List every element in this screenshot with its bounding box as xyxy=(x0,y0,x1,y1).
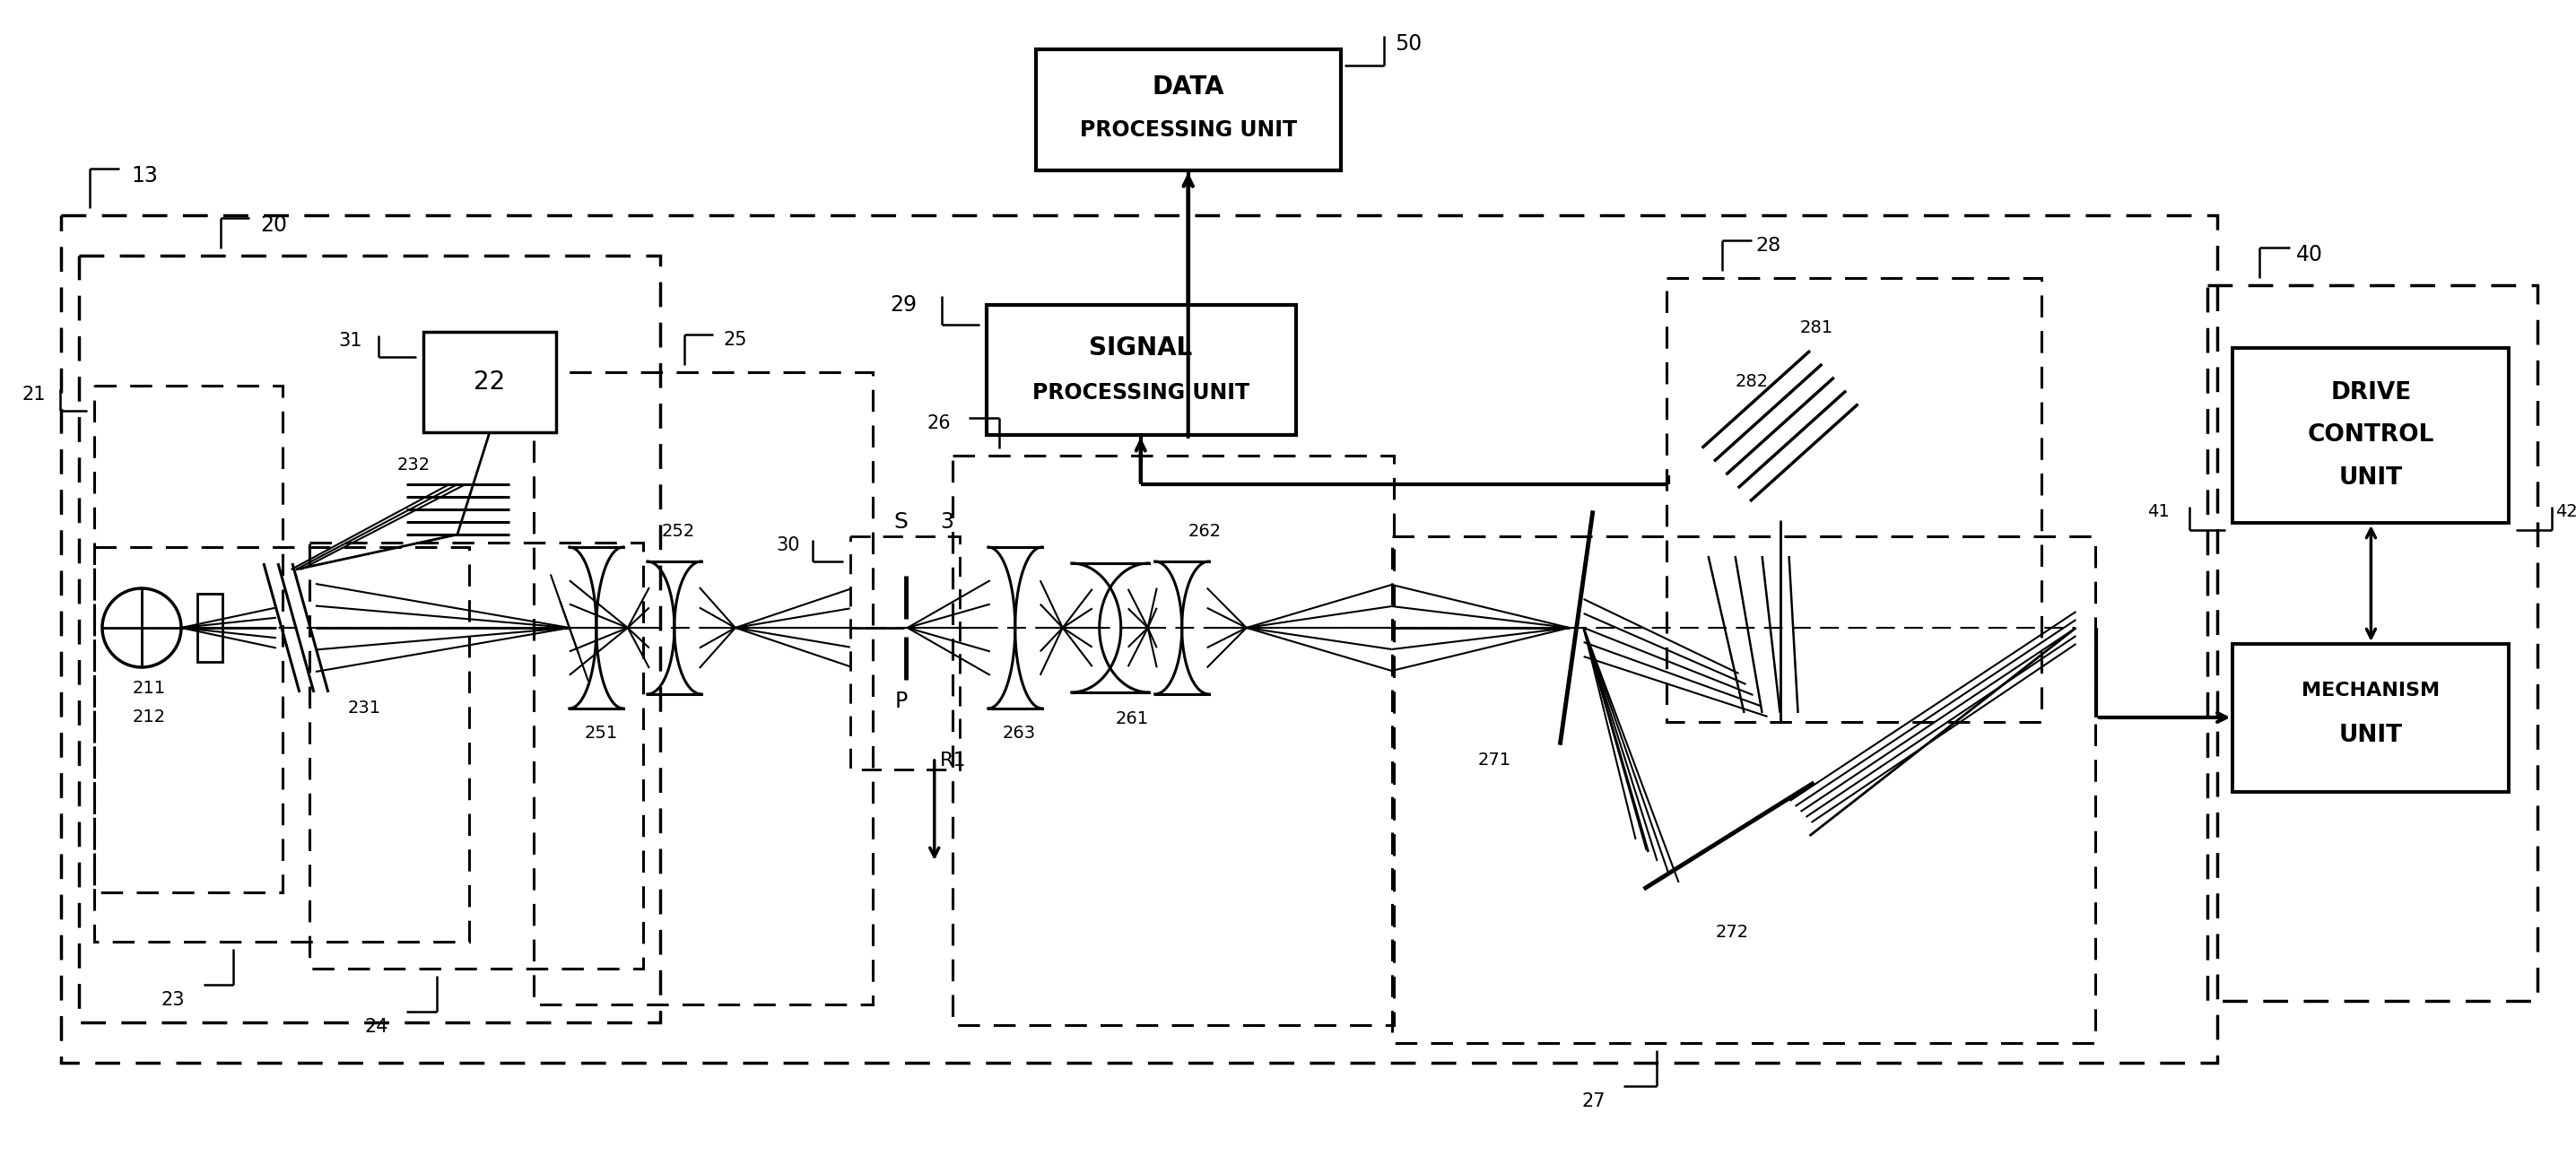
Text: 30: 30 xyxy=(775,536,801,555)
Text: 252: 252 xyxy=(662,522,696,539)
Text: 231: 231 xyxy=(348,700,381,716)
Text: 271: 271 xyxy=(1479,751,1512,769)
Text: 42: 42 xyxy=(2555,503,2576,521)
Text: UNIT: UNIT xyxy=(2339,723,2403,747)
Text: 31: 31 xyxy=(337,332,361,350)
Text: 22: 22 xyxy=(474,369,505,395)
Text: 211: 211 xyxy=(134,680,165,698)
Text: PROCESSING UNIT: PROCESSING UNIT xyxy=(1079,119,1296,141)
Polygon shape xyxy=(2233,644,2509,792)
Text: 263: 263 xyxy=(1002,725,1036,742)
Text: 282: 282 xyxy=(1736,373,1770,390)
Polygon shape xyxy=(2233,348,2509,523)
Text: 50: 50 xyxy=(1394,34,1422,55)
Text: DRIVE: DRIVE xyxy=(2331,381,2411,404)
Text: 28: 28 xyxy=(1757,236,1780,255)
Text: 281: 281 xyxy=(1801,319,1834,336)
Text: MECHANISM: MECHANISM xyxy=(2303,682,2439,699)
Polygon shape xyxy=(198,594,222,662)
Text: 21: 21 xyxy=(23,386,46,403)
Polygon shape xyxy=(1036,49,1340,170)
Text: 251: 251 xyxy=(585,725,618,742)
Text: 26: 26 xyxy=(927,415,951,432)
Text: SIGNAL: SIGNAL xyxy=(1090,336,1193,361)
Text: PROCESSING UNIT: PROCESSING UNIT xyxy=(1033,382,1249,403)
Text: 13: 13 xyxy=(131,165,157,186)
Text: 24: 24 xyxy=(366,1018,389,1036)
Text: 23: 23 xyxy=(162,991,185,1009)
Text: 261: 261 xyxy=(1115,711,1149,728)
Text: 3: 3 xyxy=(940,511,953,532)
Polygon shape xyxy=(422,332,556,432)
Text: 41: 41 xyxy=(2148,503,2169,521)
Text: 212: 212 xyxy=(134,709,165,726)
Text: UNIT: UNIT xyxy=(2339,466,2403,489)
Text: 232: 232 xyxy=(397,456,430,473)
Text: R1: R1 xyxy=(940,751,966,769)
Text: 20: 20 xyxy=(260,214,286,236)
Text: 272: 272 xyxy=(1716,924,1749,941)
Text: 262: 262 xyxy=(1188,522,1221,539)
Text: 40: 40 xyxy=(2295,243,2324,266)
Text: CONTROL: CONTROL xyxy=(2308,423,2434,446)
Text: 29: 29 xyxy=(889,295,917,316)
Text: 27: 27 xyxy=(1582,1093,1605,1110)
Polygon shape xyxy=(987,305,1296,435)
Text: S: S xyxy=(894,511,909,532)
Text: P: P xyxy=(894,691,907,712)
Text: DATA: DATA xyxy=(1151,75,1224,100)
Text: 25: 25 xyxy=(724,331,747,349)
